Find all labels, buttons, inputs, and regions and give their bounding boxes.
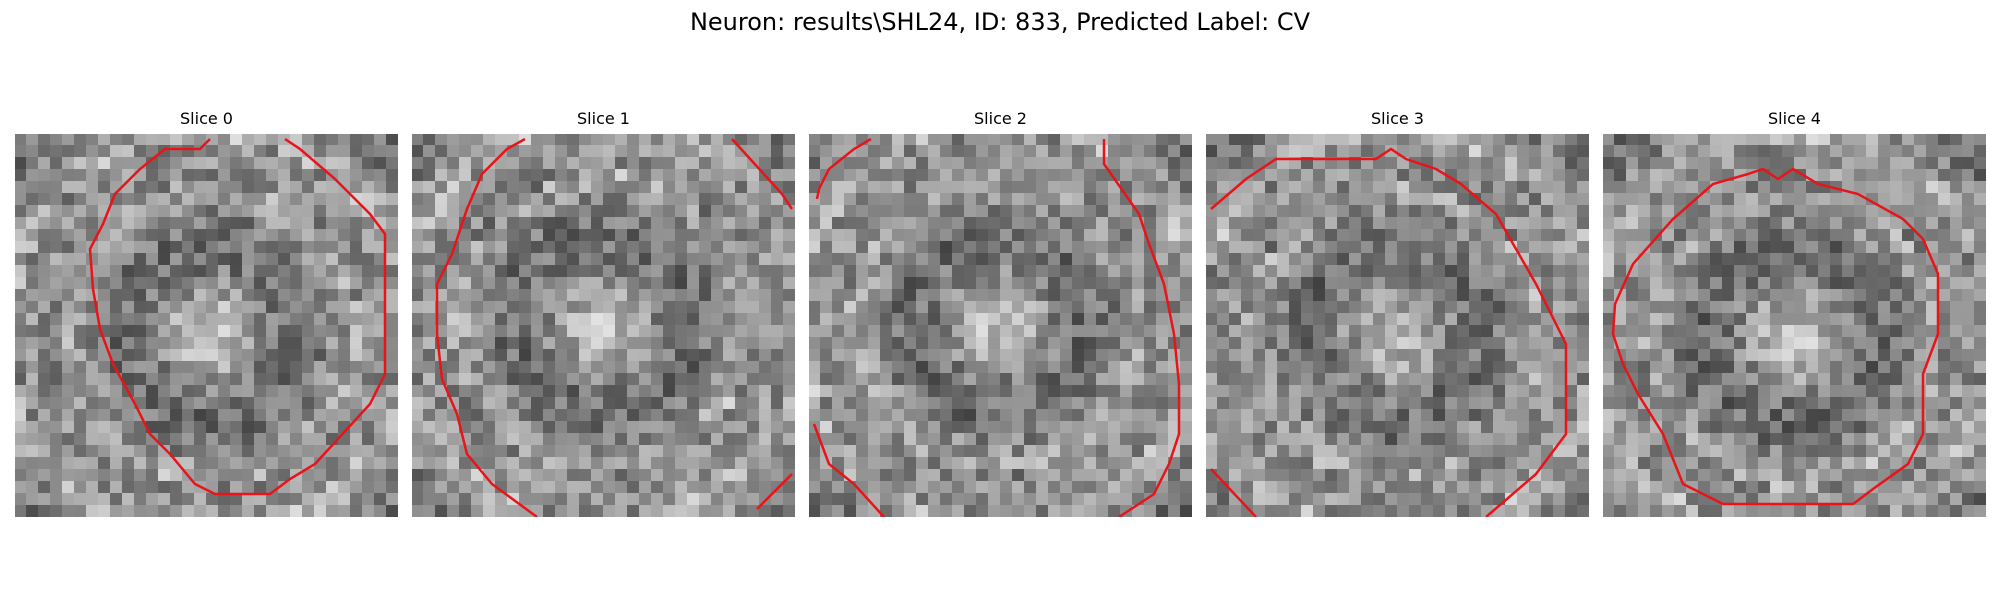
grayscale-slice-image — [1206, 134, 1589, 517]
cell-contour-overlay — [812, 137, 1181, 517]
cell-contour-overlay — [1210, 147, 1568, 517]
cell-contour — [1611, 167, 1940, 506]
cell-contour — [1210, 147, 1568, 517]
slice-panel-1: Slice 1 — [412, 108, 795, 517]
cell-contour — [88, 137, 387, 496]
grayscale-slice-image — [15, 134, 398, 517]
grayscale-slice-image — [1603, 134, 1986, 517]
slice-panel-2: Slice 2 — [809, 108, 1192, 517]
cell-contour-overlay — [435, 137, 794, 517]
cell-contour — [756, 473, 793, 510]
slice-title: Slice 2 — [974, 109, 1027, 128]
slice-panel-0: Slice 0 — [15, 108, 398, 517]
cell-contour — [731, 138, 794, 210]
slice-panel-3: Slice 3 — [1206, 108, 1589, 517]
slice-title: Slice 3 — [1371, 109, 1424, 128]
slice-title: Slice 0 — [180, 109, 233, 128]
grayscale-slice-image — [809, 134, 1192, 517]
cell-contour-overlay — [1611, 167, 1940, 506]
slice-title: Slice 4 — [1768, 109, 1821, 128]
figure-title: Neuron: results\SHL24, ID: 833, Predicte… — [689, 8, 1311, 36]
cell-contour — [1210, 468, 1257, 517]
slice-panel-4: Slice 4 — [1603, 108, 1986, 517]
slice-title: Slice 1 — [577, 109, 630, 128]
cell-contour — [1102, 139, 1181, 517]
grayscale-slice-image — [412, 134, 795, 517]
cell-contour — [812, 423, 885, 517]
cell-contour — [815, 137, 872, 200]
cell-contour — [435, 137, 538, 517]
cell-contour-overlay — [88, 137, 387, 496]
